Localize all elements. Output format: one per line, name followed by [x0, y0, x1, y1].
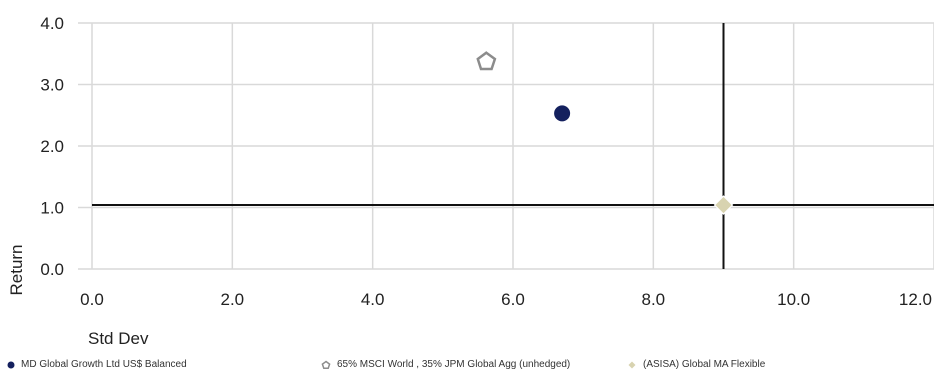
data-points: [476, 51, 734, 215]
legend-item-benchmark: 65% MSCI World , 35% JPM Global Agg (unh…: [320, 359, 570, 370]
x-tick-label: 4.0: [361, 290, 385, 309]
data-point-diamond: [713, 195, 734, 215]
grid: [78, 22, 934, 270]
y-tick-label: 0.0: [40, 260, 64, 279]
x-tick-label: 12.0: [899, 290, 932, 309]
y-tick-label: 2.0: [40, 137, 64, 156]
y-tick-label: 4.0: [40, 14, 64, 33]
circle-marker-icon: [7, 361, 15, 368]
diamond-marker-icon: [628, 361, 636, 368]
reference-lines: [92, 23, 934, 269]
legend-label: MD Global Growth Ltd US$ Balanced: [21, 359, 187, 370]
data-point-pentagon: [476, 51, 497, 71]
axis-ticks: 0.0 2.0 4.0 6.0 8.0 10.0 12.0 0.0 1.0 2.0 3.0 4.0: [40, 14, 932, 309]
y-tick-label: 1.0: [40, 199, 64, 218]
legend-item-balanced: MD Global Growth Ltd US$ Balanced: [6, 359, 187, 370]
x-tick-label: 2.0: [221, 290, 245, 309]
x-tick-label: 10.0: [777, 290, 810, 309]
x-axis-title: Std Dev: [88, 329, 149, 348]
legend: MD Global Growth Ltd US$ Balanced 65% MS…: [6, 359, 932, 372]
y-tick-label: 3.0: [40, 76, 64, 95]
legend-label: 65% MSCI World , 35% JPM Global Agg (unh…: [337, 359, 571, 370]
data-point-circle: [554, 105, 571, 122]
legend-label: (ASISA) Global MA Flexible: [643, 359, 766, 370]
x-tick-label: 0.0: [80, 290, 104, 309]
x-tick-label: 8.0: [642, 290, 666, 309]
x-tick-label: 6.0: [501, 290, 525, 309]
legend-item-sector: (ASISA) Global MA Flexible: [626, 359, 765, 370]
pentagon-marker-icon: [321, 360, 331, 369]
y-axis-title: Return: [7, 244, 26, 295]
